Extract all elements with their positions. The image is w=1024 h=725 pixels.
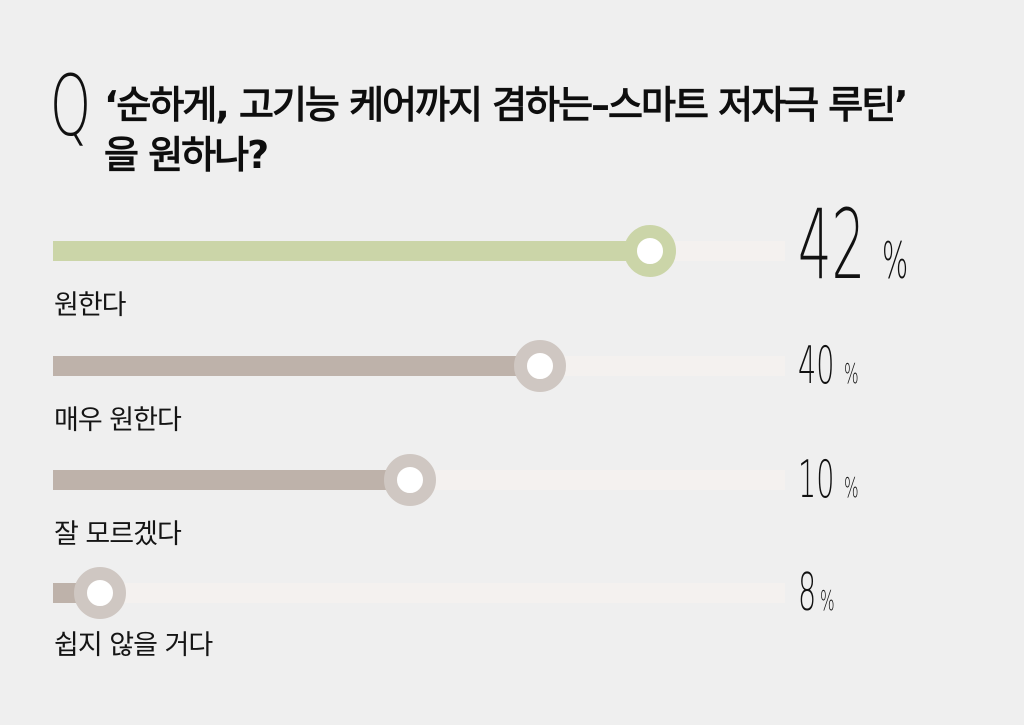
page-title: ‘순하게, 고기능 케어까지 겸하는–스마트 저자극 루틴’ 을 원하나? — [104, 80, 984, 180]
q-mark: Q — [50, 57, 91, 155]
title-line-2: 을 원하나? — [104, 133, 269, 177]
bar-track — [53, 225, 785, 277]
percent-value: 8% — [798, 563, 835, 623]
bar-fill — [53, 470, 410, 490]
bar-track — [53, 454, 785, 506]
bar-knob-icon — [74, 567, 126, 619]
row-label: 잘 모르겠다 — [54, 519, 182, 550]
percent-value: 42% — [798, 189, 909, 301]
bar-knob-icon — [624, 225, 676, 277]
bar-knob-icon — [514, 340, 566, 392]
percent-value: 40% — [798, 336, 859, 396]
row-label: 쉽지 않을 거다 — [54, 630, 213, 661]
percent-value: 10% — [798, 450, 859, 510]
title-line-1: ‘순하게, 고기능 케어까지 겸하는–스마트 저자극 루틴’ — [104, 83, 909, 127]
bar-knob-icon — [384, 454, 436, 506]
bar-fill — [53, 356, 540, 376]
bar-track — [53, 567, 785, 619]
bar-track — [53, 340, 785, 392]
row-label: 매우 원한다 — [54, 405, 182, 436]
bar-fill — [53, 241, 650, 261]
row-label: 원한다 — [54, 290, 127, 321]
